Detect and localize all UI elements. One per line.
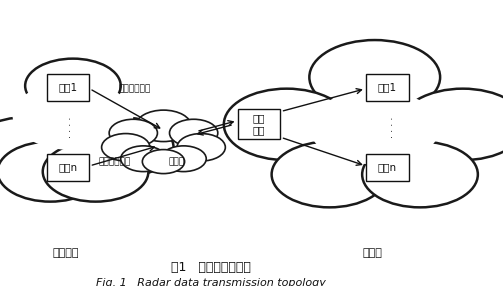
Circle shape [362, 142, 478, 207]
Circle shape [309, 40, 440, 114]
Text: . . . .: . . . . [63, 117, 73, 138]
FancyBboxPatch shape [366, 154, 408, 181]
Circle shape [161, 146, 206, 172]
Circle shape [0, 117, 78, 177]
Circle shape [177, 134, 225, 161]
Circle shape [136, 110, 191, 142]
Circle shape [142, 150, 185, 174]
Text: 用户网: 用户网 [362, 248, 382, 258]
Text: 用户1: 用户1 [378, 82, 397, 92]
Circle shape [309, 90, 440, 164]
Text: 雷达组网: 雷达组网 [52, 248, 78, 258]
Circle shape [0, 142, 103, 202]
Circle shape [25, 59, 121, 113]
Circle shape [121, 146, 166, 172]
Text: 雷达n: 雷达n [58, 162, 77, 172]
Text: 其他业务服务: 其他业务服务 [98, 157, 130, 166]
Circle shape [13, 82, 133, 150]
Circle shape [224, 89, 350, 160]
Text: 雷达数据服务: 雷达数据服务 [118, 84, 150, 93]
FancyBboxPatch shape [366, 74, 408, 101]
Circle shape [272, 142, 387, 207]
Text: 传输网: 传输网 [169, 157, 185, 166]
Text: . . . .: . . . . [385, 117, 395, 138]
Text: 图1   雷达数据传输图: 图1 雷达数据传输图 [172, 261, 251, 274]
Text: Fig. 1   Radar data transmission topology: Fig. 1 Radar data transmission topology [96, 278, 326, 286]
FancyBboxPatch shape [46, 74, 90, 101]
Circle shape [43, 142, 148, 202]
Circle shape [109, 119, 157, 147]
Circle shape [102, 134, 150, 161]
Circle shape [400, 89, 503, 160]
Text: 雷达1: 雷达1 [58, 82, 77, 92]
FancyBboxPatch shape [46, 154, 90, 181]
Circle shape [170, 119, 218, 147]
Circle shape [68, 117, 174, 177]
Text: 用户n: 用户n [378, 162, 397, 172]
Text: 中心
节点: 中心 节点 [253, 114, 265, 135]
FancyBboxPatch shape [237, 110, 281, 140]
